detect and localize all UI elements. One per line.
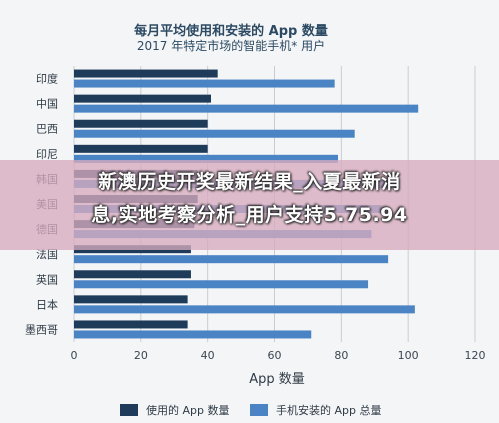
legend-label: 使用的 App 数量 bbox=[146, 403, 229, 417]
x-tick-label: 100 bbox=[398, 349, 419, 362]
watermark-line-1: 新澳历史开奖最新结果_入夏最新消 bbox=[98, 171, 401, 193]
category-label: 法国 bbox=[36, 247, 58, 261]
bar-installed-apps bbox=[74, 154, 338, 163]
bar-installed-apps bbox=[74, 79, 335, 88]
legend-swatch bbox=[120, 404, 138, 416]
category-label: 中国 bbox=[36, 98, 58, 111]
bar-used-apps bbox=[74, 144, 208, 153]
category-label: 英国 bbox=[36, 272, 58, 286]
legend: 使用的 App 数量 手机安装的 App 总量 bbox=[120, 403, 381, 417]
x-axis-title: App 数量 bbox=[249, 372, 305, 387]
chart-title: 每月平均使用和安装的 App 数量 bbox=[134, 23, 328, 39]
watermark-band bbox=[0, 160, 499, 250]
x-tick-label: 20 bbox=[134, 349, 148, 362]
category-label: 墨西哥 bbox=[25, 323, 58, 336]
category-label: 日本 bbox=[36, 297, 58, 311]
x-tick-label: 0 bbox=[71, 349, 78, 362]
watermark-line-2: 息,实地考察分析_用户支持5.75.94 bbox=[91, 204, 408, 226]
x-tick-labels: 0 20 40 60 80 100 120 bbox=[71, 349, 486, 362]
watermark-text: 新澳历史开奖最新结果_入夏最新消 息,实地考察分析_用户支持5.75.94 bbox=[0, 166, 499, 232]
bar-installed-apps bbox=[74, 305, 415, 314]
bar-used-apps bbox=[74, 295, 188, 304]
bar-used-apps bbox=[74, 320, 188, 329]
x-tick-label: 80 bbox=[334, 349, 348, 362]
category-label: 印度 bbox=[36, 72, 58, 86]
bar-installed-apps bbox=[74, 129, 355, 138]
x-tick-label: 60 bbox=[268, 349, 282, 362]
category-label: 印尼 bbox=[36, 148, 58, 161]
x-tick-label: 40 bbox=[201, 349, 215, 362]
category-label: 巴西 bbox=[36, 123, 58, 136]
bar-used-apps bbox=[74, 69, 218, 78]
bar-installed-apps bbox=[74, 330, 312, 339]
bar-installed-apps bbox=[74, 104, 419, 113]
chart-subtitle: 2017 年特定市场的智能手机* 用户 bbox=[137, 38, 325, 53]
bar-installed-apps bbox=[74, 280, 369, 289]
x-tick-label: 120 bbox=[465, 349, 486, 362]
bar-used-apps bbox=[74, 94, 212, 103]
legend-label: 手机安装的 App 总量 bbox=[276, 403, 381, 417]
legend-swatch bbox=[250, 404, 268, 416]
bar-installed-apps bbox=[74, 255, 389, 264]
bar-used-apps bbox=[74, 119, 208, 128]
bar-used-apps bbox=[74, 270, 191, 279]
